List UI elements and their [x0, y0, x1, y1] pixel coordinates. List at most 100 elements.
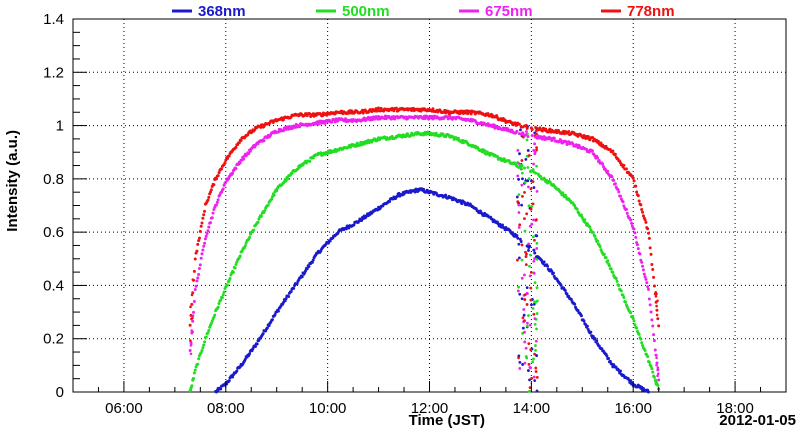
- data-point: [193, 287, 197, 291]
- data-point: [607, 356, 611, 360]
- legend-item-675nm: 675nm: [459, 3, 533, 20]
- data-point: [195, 279, 199, 283]
- x-tick-label: 08:00: [207, 400, 245, 417]
- cluster-point: [521, 363, 525, 366]
- data-point: [336, 119, 340, 123]
- data-point: [311, 258, 315, 262]
- data-point: [224, 180, 228, 184]
- data-point: [196, 276, 200, 280]
- data-point: [298, 125, 302, 129]
- data-point: [526, 135, 530, 139]
- data-point: [221, 187, 225, 191]
- data-point: [638, 252, 642, 256]
- data-point: [263, 208, 267, 212]
- data-point: [197, 357, 201, 361]
- data-point: [203, 209, 207, 213]
- cluster-point: [530, 376, 534, 380]
- cluster-point: [531, 180, 535, 184]
- data-point: [647, 236, 651, 240]
- x-tick-label: 06:00: [105, 400, 143, 417]
- cluster-point: [523, 293, 527, 297]
- cluster-point: [534, 339, 538, 343]
- cluster-point: [532, 186, 536, 189]
- cluster-point: [528, 323, 532, 327]
- data-point: [593, 234, 597, 238]
- data-point: [231, 171, 235, 175]
- data-point: [192, 300, 196, 304]
- data-point: [290, 171, 294, 175]
- x-tick-labels: 06:00 08:00 10:00 12:00 14:00 16:00 18:00: [105, 400, 754, 417]
- data-point: [265, 326, 269, 330]
- cluster-point: [524, 346, 528, 350]
- data-point: [656, 368, 660, 372]
- data-point: [196, 362, 200, 366]
- data-point: [307, 265, 311, 269]
- y-axis-label: Intensity (a.u.): [4, 130, 21, 232]
- cluster-point: [532, 218, 535, 222]
- cluster-point: [526, 292, 529, 296]
- data-point: [640, 260, 644, 264]
- data-point: [648, 303, 652, 307]
- data-point: [247, 152, 251, 156]
- data-point: [219, 387, 223, 391]
- data-point: [641, 268, 645, 272]
- legend: 368nm 500nm 675nm 778nm: [172, 3, 675, 20]
- data-point: [190, 317, 193, 321]
- data-point: [586, 135, 590, 139]
- data-point: [582, 319, 586, 323]
- series-675nm: [188, 114, 661, 382]
- data-point: [656, 374, 659, 378]
- data-point: [323, 121, 327, 125]
- data-point: [624, 300, 628, 304]
- data-point: [565, 142, 569, 146]
- data-point: [607, 264, 611, 268]
- cluster-point: [530, 205, 534, 208]
- cluster-point: [532, 148, 536, 152]
- data-point: [395, 194, 399, 198]
- data-point: [244, 241, 248, 245]
- data-point: [573, 204, 577, 208]
- y-tick-label: 0.6: [43, 224, 64, 241]
- cluster-point: [524, 355, 528, 358]
- data-point: [243, 357, 247, 361]
- cluster-point: [520, 159, 524, 162]
- data-point: [655, 361, 659, 365]
- data-point: [189, 305, 192, 309]
- data-point: [640, 208, 644, 212]
- data-point: [596, 139, 600, 143]
- data-point: [234, 145, 238, 149]
- cluster-point: [517, 256, 521, 260]
- data-point: [635, 243, 639, 247]
- cluster-point: [524, 250, 527, 254]
- data-point: [201, 248, 205, 252]
- data-point: [234, 262, 238, 266]
- data-point: [289, 290, 293, 294]
- cluster-point: [532, 162, 535, 166]
- data-point: [300, 275, 304, 279]
- data-point: [200, 252, 204, 256]
- x-tick-label: 16:00: [614, 400, 652, 417]
- data-point: [613, 182, 617, 186]
- cluster-point: [528, 224, 532, 228]
- cluster-point: [533, 238, 536, 242]
- data-point: [602, 252, 606, 256]
- cluster-point: [523, 330, 526, 334]
- data-point: [619, 289, 623, 293]
- cluster-point: [525, 303, 529, 306]
- data-point: [198, 263, 202, 267]
- cluster-point: [519, 128, 522, 132]
- series-368nm: [214, 187, 650, 394]
- cluster-point: [529, 187, 533, 191]
- data-point: [637, 332, 641, 336]
- data-point: [590, 149, 594, 153]
- data-point: [649, 252, 653, 256]
- data-point: [362, 116, 366, 120]
- data-point: [203, 340, 207, 344]
- legend-label: 675nm: [485, 3, 533, 20]
- y-tick-label: 1.2: [43, 64, 64, 81]
- data-point: [622, 163, 626, 167]
- data-point: [636, 247, 640, 251]
- data-point: [189, 388, 192, 391]
- data-point: [599, 141, 603, 145]
- data-point: [636, 194, 640, 198]
